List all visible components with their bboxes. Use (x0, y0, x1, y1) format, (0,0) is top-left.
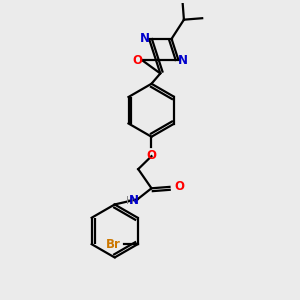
Text: Br: Br (106, 238, 121, 251)
Text: O: O (174, 180, 184, 193)
Text: N: N (140, 32, 150, 45)
Text: N: N (178, 54, 188, 67)
Text: N: N (129, 194, 139, 207)
Text: H: H (126, 196, 134, 206)
Text: O: O (133, 54, 143, 67)
Text: O: O (146, 149, 157, 162)
